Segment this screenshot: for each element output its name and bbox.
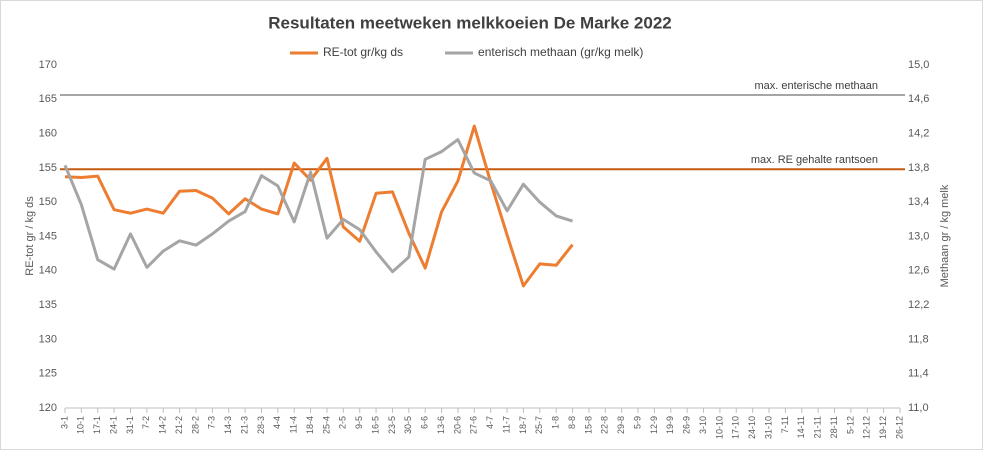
chart-title: Resultaten meetweken melkkoeien De Marke… xyxy=(268,13,671,32)
x-tick-label: 12-9 xyxy=(649,416,659,434)
reference-label: max. RE gehalte rantsoen xyxy=(751,154,878,166)
x-tick-label: 6-6 xyxy=(420,416,430,429)
x-tick-label: 19-12 xyxy=(878,416,888,439)
x-tick-label: 29-8 xyxy=(616,416,626,434)
x-tick-label: 14-2 xyxy=(158,416,168,434)
x-tick-label: 25-4 xyxy=(321,416,331,434)
y-tick-label: 140 xyxy=(39,265,57,277)
x-tick-label: 30-5 xyxy=(403,416,413,434)
y2-tick-label: 15,0 xyxy=(908,59,929,71)
x-tick-label: 1-8 xyxy=(551,416,561,429)
x-tick-label: 18-4 xyxy=(305,416,315,434)
x-tick-label: 15-8 xyxy=(583,416,593,434)
x-tick-label: 3-10 xyxy=(698,416,708,434)
y2-tick-label: 11,8 xyxy=(908,333,929,345)
x-tick-label: 18-7 xyxy=(518,416,528,434)
y-tick-label: 135 xyxy=(39,299,57,311)
x-tick-label: 24-1 xyxy=(108,416,118,434)
x-tick-label: 3-1 xyxy=(59,416,69,429)
x-tick-label: 4-4 xyxy=(272,416,282,429)
x-tick-label: 12-12 xyxy=(862,416,872,439)
x-tick-label: 22-8 xyxy=(600,416,610,434)
x-tick-label: 19-9 xyxy=(665,416,675,434)
x-tick-label: 14-3 xyxy=(223,416,233,434)
y2-tick-label: 14,6 xyxy=(908,93,929,105)
x-tick-label: 5-12 xyxy=(845,416,855,434)
x-tick-label: 28-2 xyxy=(190,416,200,434)
y-tick-label: 130 xyxy=(39,333,57,345)
y2-tick-label: 13,8 xyxy=(908,162,929,174)
y-tick-label: 165 xyxy=(39,93,57,105)
x-tick-label: 27-6 xyxy=(469,416,479,434)
legend-label: RE-tot gr/kg ds xyxy=(323,45,403,59)
y2-tick-label: 11,4 xyxy=(908,368,929,380)
x-tick-label: 21-3 xyxy=(239,416,249,434)
y-tick-label: 150 xyxy=(39,196,57,208)
x-tick-label: 26-12 xyxy=(894,416,904,439)
x-tick-label: 17-1 xyxy=(92,416,102,434)
x-tick-label: 17-10 xyxy=(731,416,741,439)
y-tick-label: 120 xyxy=(39,402,57,414)
x-tick-label: 21-11 xyxy=(813,416,823,438)
x-tick-label: 10-1 xyxy=(76,416,86,434)
y-axis-label: RE-tot gr / kg ds xyxy=(24,196,36,276)
x-tick-label: 10-10 xyxy=(714,416,724,439)
x-tick-label: 11-7 xyxy=(501,416,511,433)
x-tick-label: 8-8 xyxy=(567,416,577,429)
x-tick-label: 4-7 xyxy=(485,416,495,429)
x-tick-label: 26-9 xyxy=(682,416,692,434)
x-tick-label: 24-10 xyxy=(747,416,757,439)
x-tick-label: 2-5 xyxy=(338,416,348,429)
x-tick-label: 5-9 xyxy=(632,416,642,429)
x-tick-label: 7-2 xyxy=(141,416,151,429)
y-tick-label: 125 xyxy=(39,368,57,380)
y-tick-label: 145 xyxy=(39,230,57,242)
y2-tick-label: 12,6 xyxy=(908,265,929,277)
y2-tick-label: 13,4 xyxy=(908,196,929,208)
reference-label: max. enterische methaan xyxy=(754,80,878,92)
y-tick-label: 170 xyxy=(39,59,57,71)
x-tick-label: 13-6 xyxy=(436,416,446,434)
x-tick-label: 9-5 xyxy=(354,416,364,429)
x-tick-label: 31-1 xyxy=(125,416,135,434)
series-line xyxy=(63,138,573,274)
y2-tick-label: 14,2 xyxy=(908,128,929,140)
x-tick-label: 14-11 xyxy=(796,416,806,438)
x-tick-label: 7-11 xyxy=(780,416,790,433)
x-tick-label: 23-5 xyxy=(387,416,397,434)
x-tick-label: 25-7 xyxy=(534,416,544,434)
x-tick-label: 31-10 xyxy=(763,416,773,439)
x-tick-label: 28-11 xyxy=(829,416,839,438)
y2-tick-label: 11,0 xyxy=(908,402,929,414)
x-tick-label: 20-6 xyxy=(452,416,462,434)
x-tick-label: 28-3 xyxy=(256,416,266,434)
y2-tick-label: 13,0 xyxy=(908,230,929,242)
y2-tick-label: 12,2 xyxy=(908,299,929,311)
y-tick-label: 160 xyxy=(39,128,57,140)
y2-axis-label: Methaan gr / kg melk xyxy=(939,184,951,287)
legend-label: enterisch methaan (gr/kg melk) xyxy=(478,45,643,59)
x-tick-label: 11-4 xyxy=(289,416,299,433)
y-tick-label: 155 xyxy=(39,162,57,174)
x-tick-label: 21-2 xyxy=(174,416,184,434)
series-line xyxy=(64,124,574,288)
x-tick-label: 7-3 xyxy=(207,416,217,429)
x-tick-label: 16-5 xyxy=(370,416,380,434)
